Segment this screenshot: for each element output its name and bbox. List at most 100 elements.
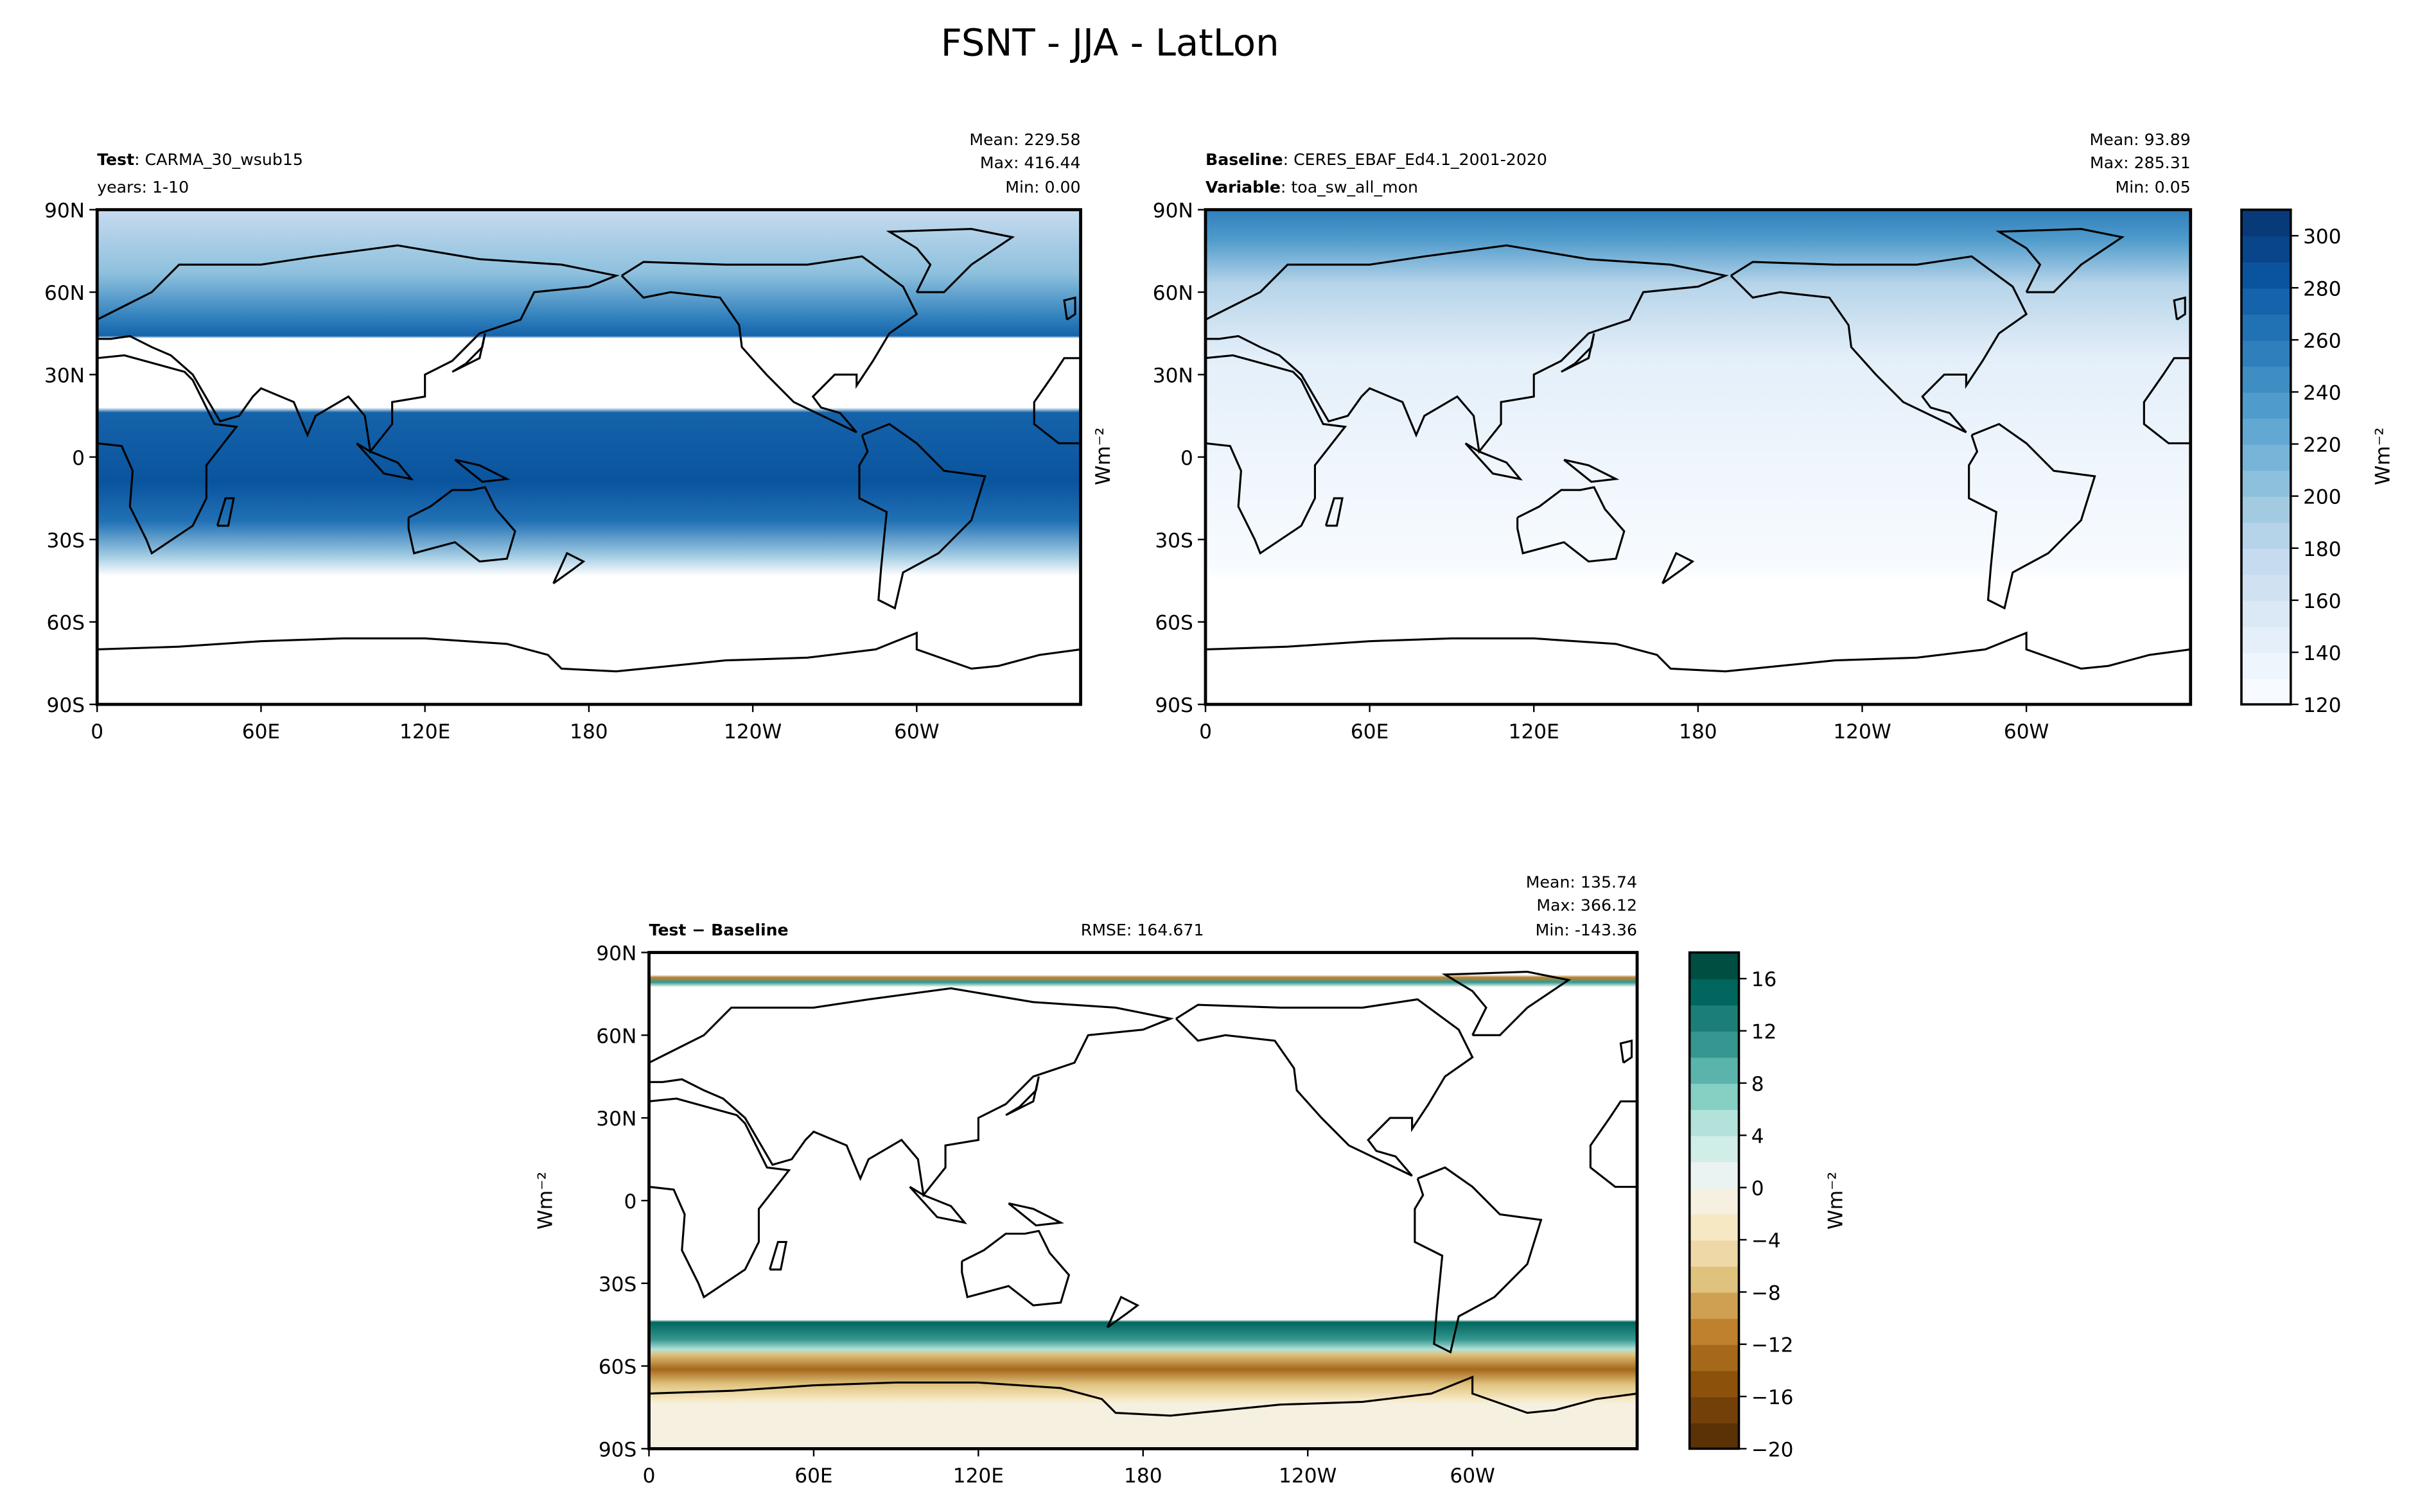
y-tick-label: 60S <box>47 612 85 635</box>
baseline-unit-label: Wm⁻² <box>1092 428 1115 485</box>
colorbar-tick-label: 4 <box>1751 1125 1764 1148</box>
colorbar-segment <box>2241 261 2291 289</box>
colorbar-tick-label: 180 <box>2303 538 2342 561</box>
coastline <box>1561 333 1595 373</box>
coastline <box>649 987 1174 1198</box>
colorbar-segment <box>2241 652 2291 679</box>
y-tick-label: 60S <box>599 1356 636 1379</box>
colorbar-segment <box>1689 1109 1739 1136</box>
colorbar-segment <box>1689 1422 1739 1450</box>
x-tick-label: 60W <box>1450 1464 1495 1488</box>
colorbar-tick-label: 120 <box>2303 694 2342 717</box>
coastline <box>1206 244 1729 455</box>
x-tick-label: 60E <box>242 720 280 743</box>
colorbar-segment <box>1689 1161 1739 1188</box>
coastline <box>1968 422 2096 610</box>
baseline-label: Baseline: CERES_EBAF_Ed4.1_2001-2020 <box>1206 150 1547 169</box>
colorbar-tick-label: −16 <box>1751 1386 1794 1409</box>
colorbar-segment <box>1689 1265 1739 1293</box>
colorbar-unit-label: Wm⁻² <box>2371 428 2394 485</box>
x-tick-label: 60W <box>2004 720 2049 743</box>
test-map-panel: Test: CARMA_30_wsub15 years: 1-10 Mean: … <box>44 130 1082 743</box>
y-tick-label: 90S <box>599 1438 636 1461</box>
colorbar-tick-label: 160 <box>2303 590 2342 613</box>
test-label: Test: CARMA_30_wsub15 <box>97 150 303 169</box>
x-tick-label: 120E <box>1509 720 1559 743</box>
coastline <box>1619 1039 1633 1064</box>
y-tick-label: 60N <box>1153 282 1193 305</box>
difference-unit-label: Wm⁻² <box>534 1172 557 1230</box>
coastline <box>1516 486 1626 563</box>
colorbar-frame <box>2240 208 2292 706</box>
x-tick-label: 60W <box>894 720 940 743</box>
difference-colorbar: Wm⁻² −20 −16 −12 −8 −4 0 4 8 12 16 <box>1688 951 1847 1461</box>
coastline <box>552 552 586 585</box>
baseline-min: Min: 0.05 <box>2115 178 2190 196</box>
coastline <box>1033 357 1081 445</box>
coastline <box>886 228 1015 293</box>
x-tick-label: 120W <box>724 720 782 743</box>
colorbar-segment <box>1689 952 1739 980</box>
y-tick-label: 30N <box>596 1108 636 1131</box>
colorbar-segment <box>2241 548 2291 575</box>
colorbar-segment <box>1689 1004 1739 1032</box>
y-tick-label: 60N <box>44 282 85 305</box>
colorbar-tick-label: −12 <box>1751 1334 1794 1357</box>
coastline <box>909 1186 968 1224</box>
coastlines <box>1206 228 2191 673</box>
field-fill <box>649 952 1638 1449</box>
x-tick-label: 0 <box>1199 720 1212 743</box>
colorbar-tick-label: 280 <box>2303 277 2342 300</box>
coastline <box>97 354 239 555</box>
coastline <box>216 497 235 527</box>
colorbar-segment <box>2241 574 2291 602</box>
test-mean: Mean: 229.58 <box>969 130 1080 149</box>
coastlines <box>97 228 1081 673</box>
difference-map-panel: Test − Baseline RMSE: 164.671 Mean: 135.… <box>534 873 1639 1488</box>
colorbar-tick-label: −20 <box>1751 1438 1794 1461</box>
x-tick-label: 180 <box>1124 1464 1162 1488</box>
coastline <box>1324 497 1344 527</box>
coastline <box>620 255 918 433</box>
colorbar-segment <box>2241 600 2291 627</box>
colorbar-tick-label: −8 <box>1751 1282 1781 1305</box>
x-tick-label: 180 <box>1679 720 1717 743</box>
x-tick-label: 120E <box>953 1464 1004 1488</box>
colorbar-segment <box>2241 418 2291 445</box>
coastline <box>1563 458 1620 483</box>
x-tick-label: 0 <box>643 1464 656 1488</box>
y-tick-label: 90S <box>47 694 85 717</box>
colorbar-tick-label: 0 <box>1751 1177 1764 1201</box>
y-tick-label: 30N <box>44 364 85 387</box>
test-max: Max: 416.44 <box>980 153 1081 172</box>
colorbar-segment <box>1689 1318 1739 1345</box>
difference-mean: Mean: 135.74 <box>1526 873 1637 892</box>
y-tick-label: 60S <box>1155 612 1193 635</box>
colorbar-tick-label: 220 <box>2303 434 2342 457</box>
coastline-antarctica <box>97 631 1081 673</box>
coastline <box>1063 296 1076 321</box>
colorbar-segment <box>1689 1396 1739 1423</box>
colorbar-tick-label: 260 <box>2303 329 2342 352</box>
colorbar-segment <box>2241 340 2291 367</box>
y-tick-label: 30S <box>47 529 85 552</box>
difference-max: Max: 366.12 <box>1536 896 1637 915</box>
colorbar-segment <box>1689 1344 1739 1371</box>
difference-rmse: RMSE: 164.671 <box>1081 921 1204 939</box>
coastline <box>1995 228 2125 293</box>
colorbar-segment <box>2241 522 2291 549</box>
colorbar-segment <box>2241 365 2291 393</box>
colorbar-tick-label: 240 <box>2303 381 2342 404</box>
y-tick-label: 0 <box>72 447 85 470</box>
colorbar-tick-label: 16 <box>1751 968 1777 991</box>
colorbar-segment <box>2241 470 2291 497</box>
y-tick-label: 90N <box>44 200 85 223</box>
colorbar-segment <box>1689 1292 1739 1319</box>
y-tick-label: 0 <box>624 1190 636 1213</box>
coastline <box>858 422 986 610</box>
coastline <box>356 442 414 481</box>
colorbar-segment <box>1689 1135 1739 1163</box>
coastline <box>649 1097 791 1299</box>
figure-title: FSNT - JJA - LatLon <box>941 22 1279 65</box>
